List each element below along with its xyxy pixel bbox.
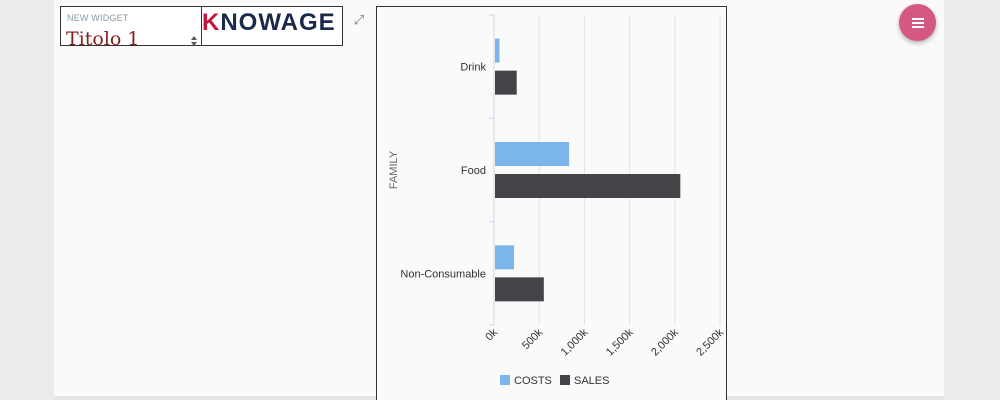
bar-chart-widget[interactable]: 0k 500k 1,000k 1,500k 2,000k 2,500k Drink Food N… bbox=[376, 6, 727, 400]
legend-label-costs: COSTS bbox=[514, 375, 552, 387]
bar-costs bbox=[495, 38, 500, 63]
x-tick-label: 1,500k bbox=[604, 326, 636, 358]
widget-title-area: Titolo 1 bbox=[64, 25, 188, 45]
x-tick-label: 1,000k bbox=[559, 326, 591, 358]
bar-sales bbox=[495, 277, 544, 302]
menu-button[interactable] bbox=[899, 4, 936, 41]
bar-costs bbox=[495, 245, 514, 270]
bar-chart: 0k 500k 1,000k 1,500k 2,000k 2,500k Drink Food N… bbox=[388, 14, 726, 387]
category-label: Non-Consumable bbox=[400, 268, 486, 280]
widget-title: Titolo 1 bbox=[66, 28, 140, 45]
knowage-logo: KNOWAGE bbox=[202, 9, 336, 37]
legend-swatch bbox=[500, 375, 510, 385]
widget-caption: NEW WIDGET bbox=[67, 13, 129, 23]
logo-letters: NOWAGE bbox=[220, 9, 336, 36]
x-tick-label: 2,500k bbox=[694, 326, 726, 358]
spinner-icon[interactable] bbox=[190, 35, 198, 47]
bar-costs bbox=[495, 142, 570, 166]
logo-letter-k: K bbox=[202, 9, 221, 36]
category-label: Food bbox=[461, 165, 486, 177]
bar-sales bbox=[495, 174, 681, 198]
menu-icon bbox=[911, 17, 924, 28]
legend-label-sales: SALES bbox=[574, 375, 609, 387]
text-widget[interactable]: NEW WIDGET Titolo 1 bbox=[60, 6, 202, 46]
x-tick-label: 2,000k bbox=[649, 326, 681, 358]
logo-widget[interactable]: KNOWAGE bbox=[201, 6, 343, 46]
y-axis-title: FAMILY bbox=[388, 150, 400, 189]
bar-sales bbox=[495, 70, 517, 95]
x-tick-label: 0k bbox=[483, 326, 500, 343]
x-tick-label: 500k bbox=[520, 326, 546, 352]
category-label: Drink bbox=[460, 62, 486, 74]
expand-icon[interactable]: ⤢ bbox=[353, 12, 365, 27]
legend-swatch bbox=[560, 375, 570, 385]
